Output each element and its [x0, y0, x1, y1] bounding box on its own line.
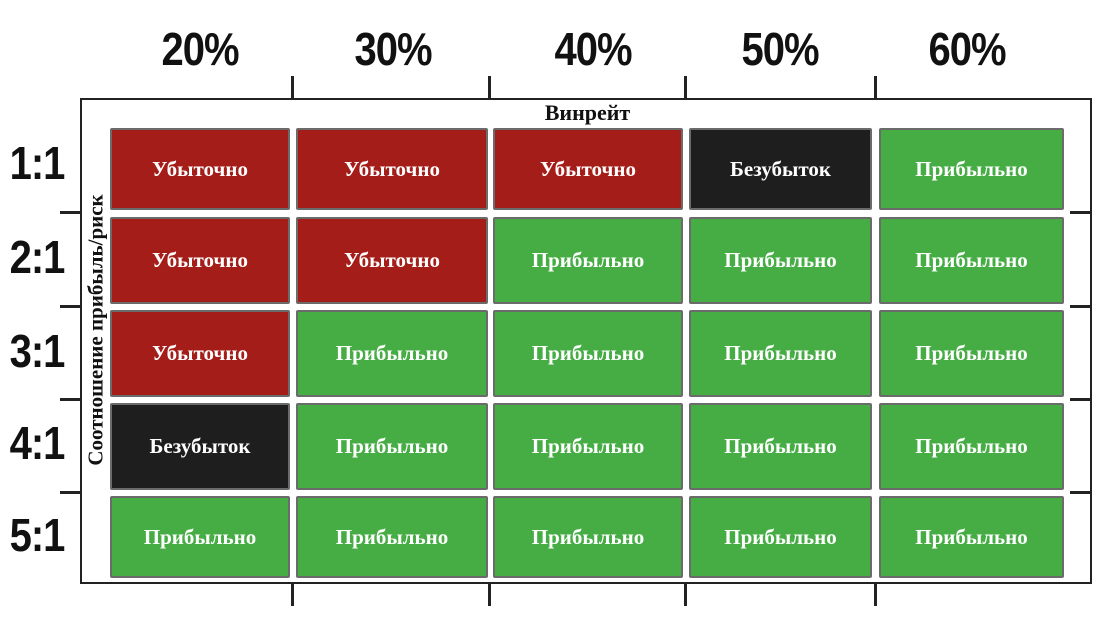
- bottom-tick: [488, 582, 491, 606]
- cell-rr-4-1-winrate-20: Безубыток: [110, 403, 290, 490]
- bottom-tick: [874, 582, 877, 606]
- cell-rr-3-1-winrate-20: Убыточно: [110, 310, 290, 397]
- column-header-20: 20%: [161, 24, 239, 76]
- top-tick: [874, 76, 877, 100]
- cell-rr-4-1-winrate-30: Прибыльно: [296, 403, 488, 490]
- cell-rr-2-1-winrate-40: Прибыльно: [493, 217, 683, 304]
- bottom-tick: [291, 582, 294, 606]
- cell-rr-2-1-winrate-30: Убыточно: [296, 217, 488, 304]
- cell-rr-4-1-winrate-50: Прибыльно: [689, 403, 872, 490]
- cell-rr-5-1-winrate-30: Прибыльно: [296, 496, 488, 578]
- left-tick: [60, 211, 82, 214]
- row-header-4-1: 4:1: [9, 418, 66, 470]
- cell-rr-5-1-winrate-20: Прибыльно: [110, 496, 290, 578]
- left-tick: [60, 398, 82, 401]
- cell-rr-4-1-winrate-40: Прибыльно: [493, 403, 683, 490]
- right-tick: [1070, 398, 1092, 401]
- cell-rr-5-1-winrate-40: Прибыльно: [493, 496, 683, 578]
- cell-rr-3-1-winrate-30: Прибыльно: [296, 310, 488, 397]
- cell-rr-5-1-winrate-50: Прибыльно: [689, 496, 872, 578]
- left-tick: [60, 305, 82, 308]
- winrate-axis-title: Винрейт: [544, 100, 631, 125]
- cell-rr-3-1-winrate-60: Прибыльно: [879, 310, 1064, 397]
- cell-rr-5-1-winrate-60: Прибыльно: [879, 496, 1064, 578]
- right-tick: [1070, 491, 1092, 494]
- row-header-5-1: 5:1: [9, 510, 66, 562]
- column-header-60: 60%: [928, 24, 1006, 76]
- right-tick: [1070, 305, 1092, 308]
- cell-rr-2-1-winrate-20: Убыточно: [110, 217, 290, 304]
- top-tick: [488, 76, 491, 100]
- cell-rr-3-1-winrate-50: Прибыльно: [689, 310, 872, 397]
- bottom-tick: [684, 582, 687, 606]
- cell-rr-1-1-winrate-20: Убыточно: [110, 128, 290, 210]
- risk-reward-axis-label: Соотношение прибыль/риск: [83, 194, 108, 466]
- cell-rr-1-1-winrate-50: Безубыток: [689, 128, 872, 210]
- left-tick: [60, 491, 82, 494]
- cell-rr-2-1-winrate-50: Прибыльно: [689, 217, 872, 304]
- row-header-3-1: 3:1: [9, 326, 66, 378]
- cell-rr-3-1-winrate-40: Прибыльно: [493, 310, 683, 397]
- top-tick: [684, 76, 687, 100]
- column-header-50: 50%: [741, 24, 819, 76]
- risk-reward-axis-title: Соотношение прибыль/риск: [84, 120, 108, 540]
- top-tick: [291, 76, 294, 100]
- cell-rr-1-1-winrate-30: Убыточно: [296, 128, 488, 210]
- cell-rr-2-1-winrate-60: Прибыльно: [879, 217, 1064, 304]
- row-header-1-1: 1:1: [9, 138, 66, 190]
- cell-rr-4-1-winrate-60: Прибыльно: [879, 403, 1064, 490]
- row-header-2-1: 2:1: [9, 232, 66, 284]
- column-header-30: 30%: [354, 24, 432, 76]
- right-tick: [1070, 211, 1092, 214]
- column-header-40: 40%: [554, 24, 632, 76]
- cell-rr-1-1-winrate-60: Прибыльно: [879, 128, 1064, 210]
- cell-rr-1-1-winrate-40: Убыточно: [493, 128, 683, 210]
